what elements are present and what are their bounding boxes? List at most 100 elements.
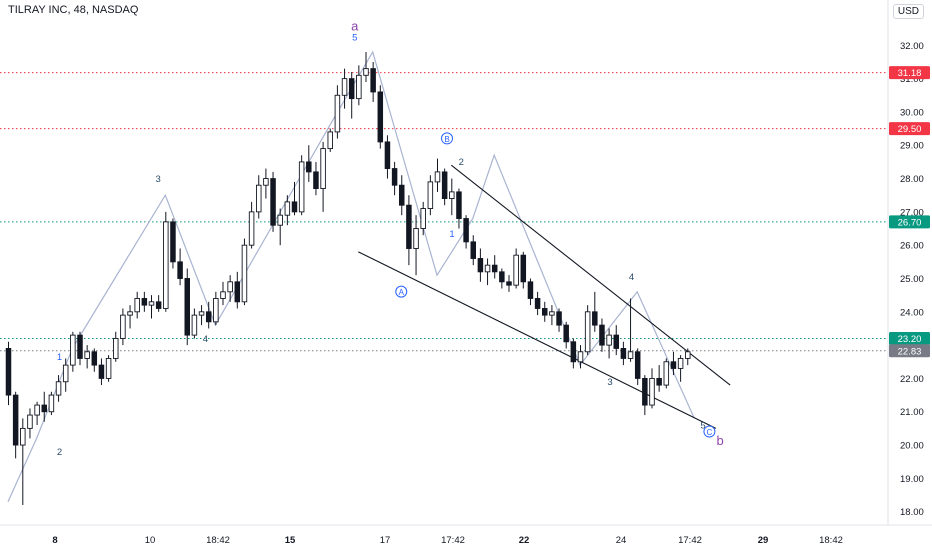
trendline-1[interactable] xyxy=(450,164,731,386)
candle xyxy=(70,331,76,372)
candle-body xyxy=(177,261,183,279)
candle-body xyxy=(263,178,269,186)
candle xyxy=(55,375,62,402)
candle xyxy=(184,268,190,346)
candle-body xyxy=(563,324,569,343)
wave-label: 1 xyxy=(449,229,454,240)
candle xyxy=(670,351,677,376)
candle-body xyxy=(127,311,133,316)
candle xyxy=(577,345,584,369)
candle-body xyxy=(441,171,448,199)
candle xyxy=(155,295,162,312)
candles xyxy=(5,51,691,506)
price-axis[interactable]: 18.0019.0020.0021.0022.0023.0024.0025.00… xyxy=(900,41,924,518)
candle-body xyxy=(620,347,627,359)
price-badge-label: 29.50 xyxy=(898,124,922,135)
candle xyxy=(484,258,491,286)
price-badge-bg xyxy=(889,122,930,136)
currency-button[interactable]: USD xyxy=(892,4,924,19)
candle xyxy=(363,51,369,82)
candle-body xyxy=(606,334,612,346)
wave-label-circle xyxy=(441,132,454,145)
candle xyxy=(599,318,605,352)
candle-body xyxy=(377,91,384,143)
candle-body xyxy=(12,394,19,446)
candle xyxy=(370,61,376,102)
candle xyxy=(413,215,419,276)
wave-label: B xyxy=(441,132,454,145)
candle xyxy=(98,358,105,386)
candle-body xyxy=(341,78,348,96)
time-axis[interactable]: 8 10 18:42 15 17 17:42 22 24 17:42 29 18:42 xyxy=(52,535,843,546)
candle-body xyxy=(155,301,162,309)
wave-label-text: 3 xyxy=(607,377,612,388)
candle-body xyxy=(320,148,326,190)
wave-label-text: 5 xyxy=(700,420,705,431)
candle-body xyxy=(277,214,283,226)
wave-label-text: 2 xyxy=(57,447,62,458)
candle-body xyxy=(70,334,76,366)
candle xyxy=(427,175,434,216)
wave-label: 3 xyxy=(156,174,161,185)
candle xyxy=(513,248,519,289)
candle xyxy=(91,348,98,372)
time-tick-label: 29 xyxy=(758,535,769,546)
candle xyxy=(542,301,548,322)
candle-body xyxy=(463,218,469,243)
candle xyxy=(520,251,527,289)
candle xyxy=(341,68,348,109)
wave-label: a xyxy=(351,18,359,33)
candle xyxy=(592,291,598,332)
candle xyxy=(384,135,391,179)
candle xyxy=(177,248,183,286)
candle-body xyxy=(213,298,219,323)
candle xyxy=(613,325,620,356)
wave-label-text: 5 xyxy=(352,32,357,43)
candle xyxy=(127,305,133,329)
price-tick-label: 21.00 xyxy=(900,407,924,418)
candle xyxy=(320,141,326,212)
candle xyxy=(606,328,612,359)
candle-body xyxy=(98,364,105,379)
candle-body xyxy=(427,181,434,209)
time-tick-label: 17:42 xyxy=(441,535,465,546)
candle-body xyxy=(306,161,312,173)
candle xyxy=(48,391,55,416)
candle xyxy=(163,211,169,312)
price-badge: 23.20 xyxy=(889,331,930,345)
candle-body xyxy=(613,334,620,349)
price-badge-bg xyxy=(889,66,930,80)
candle xyxy=(263,168,269,199)
candle xyxy=(391,161,398,196)
time-tick-label: 22 xyxy=(519,535,530,546)
candle xyxy=(456,188,462,229)
wave-label: 5 xyxy=(700,420,705,431)
wave-label: 3 xyxy=(607,377,612,388)
candle-body xyxy=(298,161,305,213)
candle xyxy=(642,375,648,416)
wave-label-text: C xyxy=(707,428,713,437)
price-tick-label: 25.00 xyxy=(900,274,924,285)
candle-body xyxy=(91,351,98,366)
candle-body xyxy=(391,168,398,186)
trendline-0[interactable] xyxy=(358,251,717,429)
candle-body xyxy=(248,211,255,246)
price-badge-bg xyxy=(889,344,930,358)
candle-body xyxy=(112,338,119,359)
elliott-wave-line[interactable] xyxy=(7,50,695,502)
wave-label-text: a xyxy=(351,18,359,33)
candle-body xyxy=(570,341,577,363)
candle xyxy=(105,355,112,382)
candle xyxy=(584,305,591,356)
wave-label: 1 xyxy=(57,352,62,363)
candle xyxy=(313,161,319,196)
candle-body xyxy=(491,264,498,273)
candle xyxy=(334,85,341,139)
candle-body xyxy=(677,357,684,369)
candle-body xyxy=(499,271,505,283)
candle xyxy=(506,275,512,292)
candle xyxy=(20,418,26,506)
candle-body xyxy=(470,241,477,259)
candle xyxy=(549,305,555,326)
